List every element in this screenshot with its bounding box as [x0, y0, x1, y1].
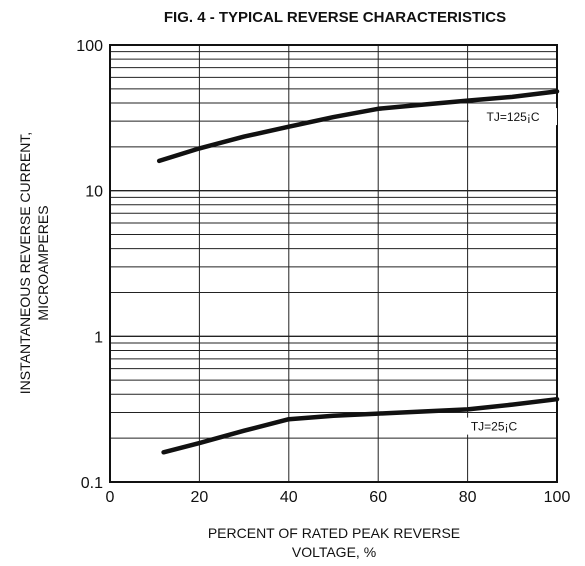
series-label-tj-125-backing — [469, 108, 557, 126]
x-tick-label: 60 — [369, 489, 387, 506]
y-tick-label: 100 — [76, 38, 103, 55]
plot-frame — [109, 44, 558, 483]
x-tick-label: 40 — [280, 489, 298, 506]
series-line-tj-25 — [161, 396, 560, 455]
y-tick-label: 10 — [85, 184, 103, 201]
series-line-tj-125 — [156, 89, 560, 164]
x-axis-label-line2: VOLTAGE, % — [292, 544, 376, 560]
x-tick-label: 80 — [459, 489, 477, 506]
x-axis-label-line1: PERCENT OF RATED PEAK REVERSE — [208, 525, 460, 541]
y-tick-label: 0.1 — [81, 475, 103, 492]
series-label-tj-25: TJ=25¡C — [471, 420, 518, 434]
grid-layer — [109, 44, 558, 483]
tick-labels-layer: 0 20 40 60 80 100 0.1 1 10 100 — [76, 38, 570, 506]
y-tick-label: 1 — [94, 329, 103, 346]
y-axis-label-line2: MICROAMPERES — [35, 205, 51, 320]
x-tick-label: 100 — [544, 489, 571, 506]
series-label-tj-125: TJ=125¡C — [486, 110, 539, 124]
x-tick-label: 0 — [106, 489, 115, 506]
series-label-tj-25-backing — [450, 417, 538, 435]
series-labels-layer: TJ=125¡C TJ=25¡C — [450, 108, 557, 435]
series-layer — [156, 89, 560, 455]
chart-title: FIG. 4 - TYPICAL REVERSE CHARACTERISTICS — [164, 9, 506, 26]
x-tick-label: 20 — [191, 489, 209, 506]
y-axis-label-line1: INSTANTANEOUS REVERSE CURRENT, — [17, 132, 33, 394]
